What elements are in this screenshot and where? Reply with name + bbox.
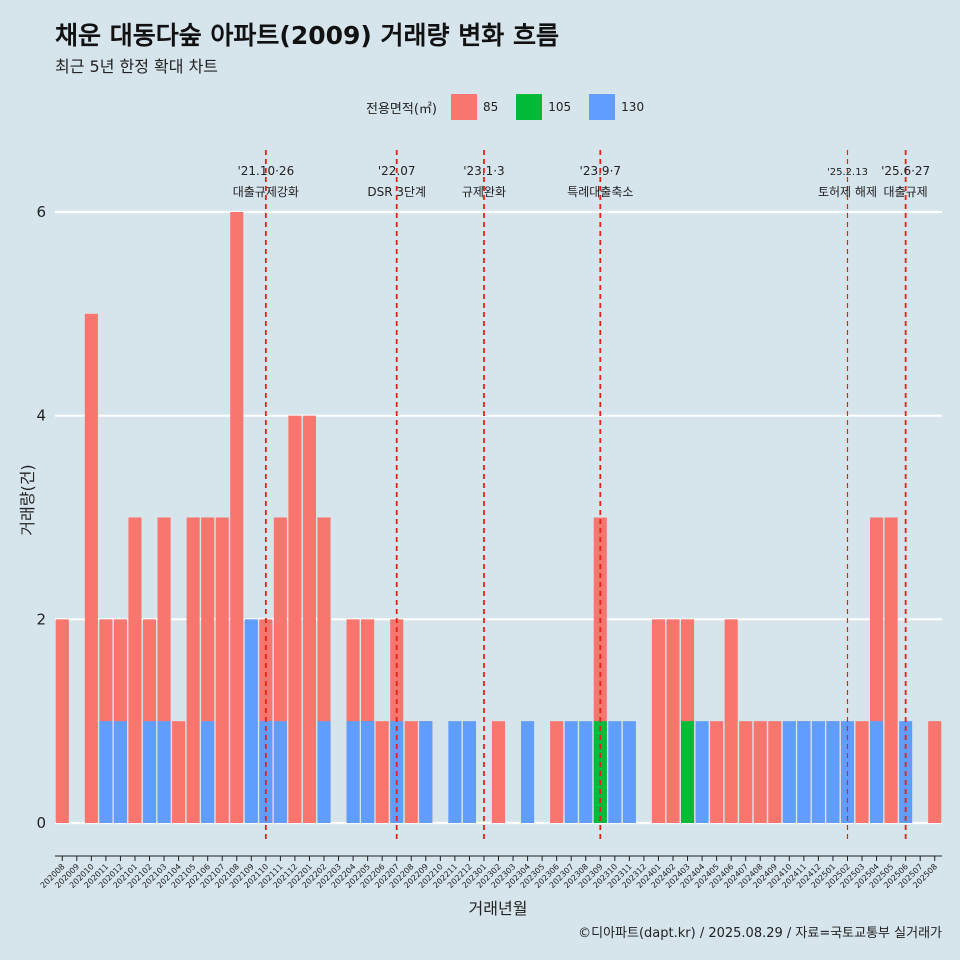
bar-202304-130: [521, 721, 535, 823]
bar-202206-85: [375, 721, 389, 823]
bar-202411-130: [797, 721, 811, 823]
bar-202501-130: [826, 721, 840, 823]
bar-202211-130: [448, 721, 462, 823]
legend-swatch-85: [450, 94, 477, 120]
event-date-202506: '25.6·27: [881, 164, 930, 178]
bar-202508-85: [928, 721, 942, 823]
bar-202111-130: [273, 721, 287, 823]
bar-202505-85: [884, 517, 898, 823]
event-lines: '21.10·26 대출규제강화 '22.07 DSR 3단계 '23.1·3 규제완화 '…: [233, 150, 930, 842]
bar-202310-130: [608, 721, 622, 823]
x-axis-title: 거래년월: [469, 899, 528, 918]
y-tick-label-0: 0: [36, 814, 46, 832]
bar-202012-130: [113, 721, 127, 823]
bar-202205-130: [361, 721, 375, 823]
bar-202410-130: [782, 721, 796, 823]
bar-202106-130: [201, 721, 215, 823]
bar-202010-85: [84, 313, 98, 823]
bar-202008-85: [55, 619, 69, 823]
event-label-202309: 특례대출축소: [567, 185, 633, 199]
event-date-202110: '21.10·26: [237, 164, 294, 178]
bar-202105-85: [186, 517, 200, 823]
bar-202011-130: [99, 721, 113, 823]
bar-202209-130: [419, 721, 433, 823]
bars: [55, 212, 942, 823]
bar-202308-130: [579, 721, 593, 823]
bar-202108-85: [230, 212, 244, 823]
bar-202302-85: [491, 721, 506, 823]
event-label-202502: 토허제 해제: [818, 185, 877, 199]
bar-202103-130: [157, 721, 171, 823]
bar-202307-130: [564, 721, 578, 823]
bar-202407-85: [739, 721, 753, 823]
bar-202107-85: [215, 517, 229, 823]
legend-label-85: 85: [482, 100, 499, 114]
event-date-202207: '22.07: [378, 164, 416, 178]
bar-202104-85: [172, 721, 186, 823]
event-label-202110: 대출규제강화: [233, 185, 299, 199]
bar-202503-85: [855, 721, 869, 823]
bar-202401-85: [651, 619, 665, 823]
bar-202403-105: [680, 721, 695, 823]
chart-title: 채운 대동다숲 아파트(2009) 거래량 변화 흐름: [55, 21, 559, 50]
bar-202504-130: [870, 721, 884, 823]
event-date-202502: '25.2.13: [827, 167, 868, 178]
chart-subtitle: 최근 5년 한정 확대 차트: [55, 57, 219, 76]
event-label-202506: 대출규제: [884, 185, 928, 199]
bar-202112-85: [288, 415, 302, 823]
source-caption: ©디아파트(dapt.kr) / 2025.08.29 / 자료=국토교통부 실…: [578, 926, 942, 941]
event-date-202309: '23.9·7: [580, 164, 621, 178]
event-date-202301: '23.1·3: [463, 164, 504, 178]
bar-202204-130: [346, 721, 360, 823]
bar-202409-85: [768, 721, 782, 823]
event-label-202301: 규제완화: [462, 185, 506, 199]
bar-202404-130: [695, 721, 709, 823]
legend-swatch-105: [516, 94, 543, 120]
bar-202311-130: [622, 721, 636, 823]
legend-swatch-130: [589, 94, 616, 120]
bar-202102-130: [142, 721, 157, 823]
bar-202412-130: [811, 721, 825, 823]
bar-202109-130: [244, 619, 258, 823]
legend-label-105: 105: [548, 100, 572, 114]
bar-202201-85: [302, 415, 317, 823]
legend-title: 전용면적(㎡): [366, 101, 437, 117]
bar-202402-85: [666, 619, 680, 823]
bar-202406-85: [724, 619, 738, 823]
bar-202405-85: [710, 721, 724, 823]
legend-label-130: 130: [621, 100, 645, 114]
legend: 전용면적(㎡) 85 105 130: [366, 94, 656, 120]
event-label-202207: DSR 3단계: [367, 185, 426, 199]
bar-202101-85: [128, 517, 142, 823]
bar-202208-85: [404, 721, 418, 823]
y-axis-title: 거래량(건): [18, 464, 37, 535]
bar-202306-85: [550, 721, 564, 823]
y-tick-label-2: 2: [36, 610, 46, 628]
y-tick-label-6: 6: [36, 203, 46, 221]
bar-202202-130: [317, 721, 331, 823]
y-tick-label-4: 4: [36, 407, 46, 425]
bar-202212-130: [462, 721, 476, 823]
bar-202408-85: [753, 721, 767, 823]
